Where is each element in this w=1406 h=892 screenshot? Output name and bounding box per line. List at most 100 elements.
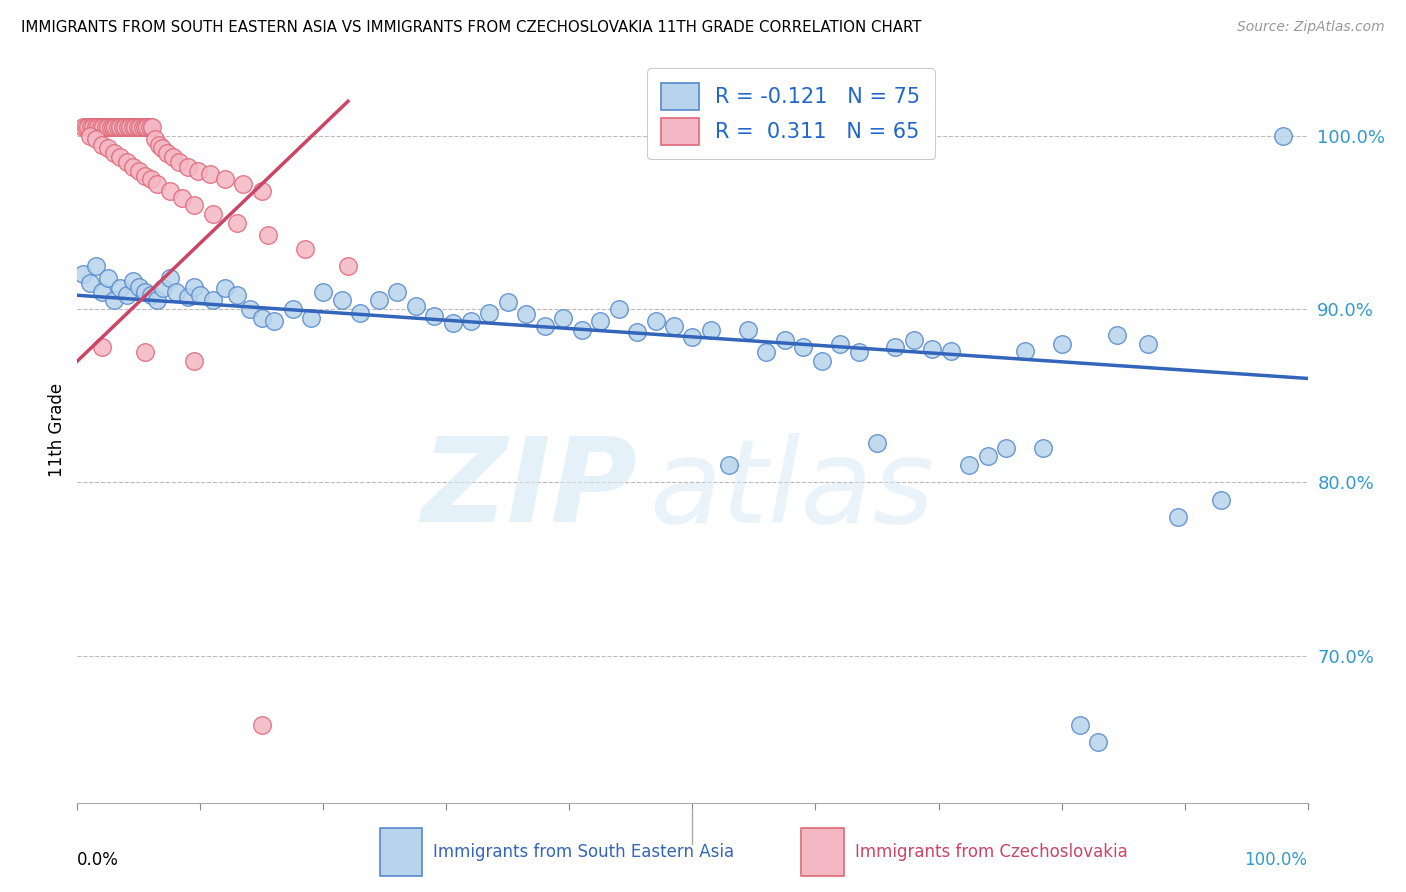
Point bbox=[263, 314, 285, 328]
Point bbox=[773, 334, 796, 348]
Point bbox=[170, 191, 193, 205]
Point bbox=[1272, 128, 1295, 143]
Point bbox=[90, 120, 112, 135]
Point bbox=[250, 185, 273, 199]
Point bbox=[117, 120, 139, 135]
Point bbox=[136, 120, 159, 135]
Point bbox=[101, 120, 124, 135]
Point bbox=[146, 178, 169, 192]
Point bbox=[177, 290, 200, 304]
Point bbox=[1050, 336, 1073, 351]
Point bbox=[830, 336, 852, 351]
Point bbox=[281, 302, 304, 317]
Point bbox=[884, 340, 907, 354]
Point bbox=[104, 120, 127, 135]
Point bbox=[226, 215, 249, 229]
Point bbox=[111, 120, 134, 135]
Point bbox=[143, 132, 166, 146]
Point bbox=[90, 340, 114, 354]
Point bbox=[995, 441, 1018, 455]
Text: ZIP: ZIP bbox=[420, 433, 637, 548]
Point bbox=[478, 305, 501, 319]
Point bbox=[571, 323, 593, 337]
Point bbox=[201, 207, 224, 221]
Point bbox=[349, 305, 371, 319]
Point bbox=[75, 120, 97, 135]
Point bbox=[239, 302, 262, 317]
Point bbox=[183, 198, 205, 212]
Y-axis label: 11th Grade: 11th Grade bbox=[48, 384, 66, 477]
Point bbox=[866, 435, 889, 450]
Point bbox=[114, 120, 136, 135]
Point bbox=[115, 288, 138, 302]
Point bbox=[1105, 328, 1128, 343]
Point bbox=[1069, 718, 1091, 732]
Point bbox=[589, 314, 612, 328]
Point bbox=[214, 281, 236, 295]
Point bbox=[121, 120, 143, 135]
Point bbox=[460, 314, 482, 328]
Legend: R = -0.121   N = 75, R =  0.311   N = 65: R = -0.121 N = 75, R = 0.311 N = 65 bbox=[647, 69, 935, 160]
Point bbox=[903, 334, 925, 348]
Point bbox=[110, 281, 132, 295]
Point bbox=[183, 354, 205, 368]
Point bbox=[250, 718, 273, 732]
Point bbox=[82, 120, 104, 135]
Point bbox=[87, 120, 110, 135]
Point bbox=[150, 141, 173, 155]
Point bbox=[330, 293, 353, 308]
Point bbox=[718, 458, 741, 472]
Point bbox=[128, 163, 150, 178]
Text: Immigrants from Czechoslovakia: Immigrants from Czechoslovakia bbox=[855, 843, 1128, 861]
Bar bbox=[380, 828, 422, 876]
Point bbox=[97, 271, 120, 285]
Point bbox=[737, 323, 759, 337]
Point bbox=[250, 310, 273, 325]
Point bbox=[1136, 336, 1159, 351]
Point bbox=[94, 120, 117, 135]
Point bbox=[496, 295, 519, 310]
Point bbox=[124, 120, 146, 135]
Point bbox=[103, 293, 125, 308]
Point bbox=[848, 345, 870, 359]
Point bbox=[367, 293, 389, 308]
Text: atlas: atlas bbox=[650, 433, 935, 547]
Point bbox=[299, 310, 322, 325]
Point bbox=[644, 314, 666, 328]
Point bbox=[90, 285, 114, 299]
Point bbox=[534, 319, 557, 334]
Point bbox=[100, 120, 122, 135]
Point bbox=[700, 323, 723, 337]
Point bbox=[80, 120, 103, 135]
Point bbox=[141, 288, 163, 302]
Point bbox=[129, 120, 152, 135]
Text: IMMIGRANTS FROM SOUTH EASTERN ASIA VS IMMIGRANTS FROM CZECHOSLOVAKIA 11TH GRADE : IMMIGRANTS FROM SOUTH EASTERN ASIA VS IM… bbox=[21, 20, 921, 35]
Point bbox=[79, 276, 101, 290]
Point bbox=[165, 285, 187, 299]
Point bbox=[134, 120, 156, 135]
Point bbox=[127, 120, 149, 135]
Point bbox=[121, 160, 143, 174]
Point bbox=[115, 155, 138, 169]
Text: 0.0%: 0.0% bbox=[77, 851, 120, 869]
Point bbox=[152, 281, 174, 295]
Point bbox=[97, 120, 120, 135]
Point bbox=[515, 307, 537, 321]
Point bbox=[141, 120, 163, 135]
Point bbox=[134, 285, 156, 299]
Point bbox=[226, 288, 249, 302]
Point bbox=[162, 150, 184, 164]
Point bbox=[792, 340, 814, 354]
Point bbox=[72, 120, 94, 135]
Point bbox=[91, 120, 114, 135]
Point bbox=[159, 185, 181, 199]
Point bbox=[810, 354, 832, 368]
Point bbox=[131, 120, 153, 135]
Point bbox=[423, 309, 446, 323]
Point bbox=[110, 120, 132, 135]
Point bbox=[214, 172, 236, 186]
Bar bbox=[801, 828, 844, 876]
Point bbox=[257, 227, 280, 242]
Point bbox=[139, 120, 162, 135]
Point bbox=[294, 242, 316, 256]
